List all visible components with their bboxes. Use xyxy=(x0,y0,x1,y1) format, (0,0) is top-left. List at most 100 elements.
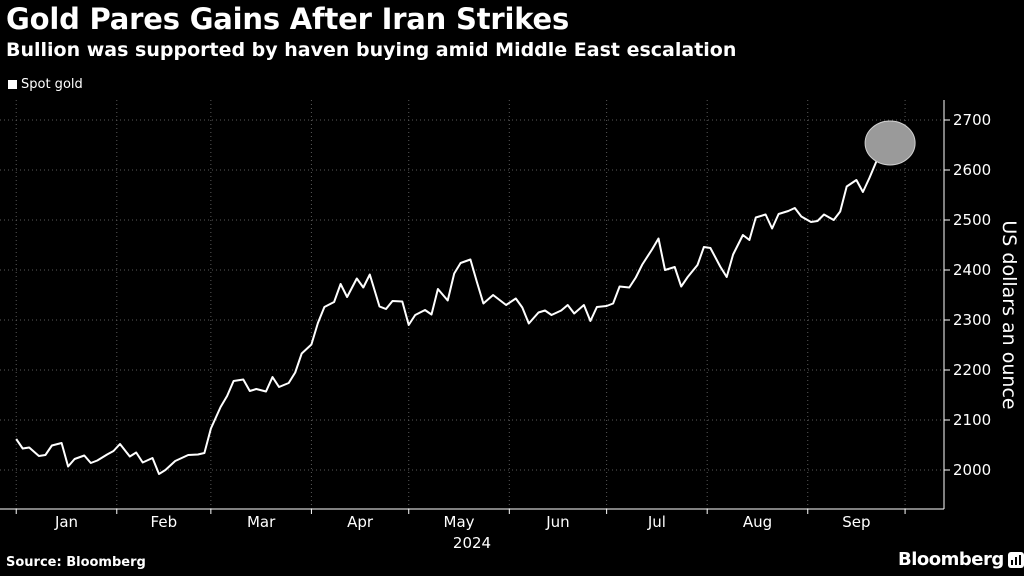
y-axis-label: US dollars an ounce xyxy=(998,220,1020,409)
data-point xyxy=(385,308,387,310)
data-point xyxy=(651,248,653,250)
data-point xyxy=(482,302,484,304)
data-point xyxy=(476,281,478,283)
data-point xyxy=(219,406,221,408)
data-point xyxy=(687,276,689,278)
data-point xyxy=(764,213,766,215)
series-layer xyxy=(15,139,910,475)
data-point xyxy=(566,304,568,306)
y-tick-label: 2400 xyxy=(953,261,991,279)
data-point xyxy=(430,313,432,315)
data-point xyxy=(317,322,319,324)
data-point xyxy=(356,277,358,279)
data-point xyxy=(664,269,666,271)
chart-title: Gold Pares Gains After Iran Strikes xyxy=(6,2,570,36)
data-point xyxy=(605,305,607,307)
data-point xyxy=(725,276,727,278)
data-point xyxy=(180,457,182,459)
data-point xyxy=(401,300,403,302)
data-point xyxy=(787,210,789,212)
data-point xyxy=(15,438,17,440)
data-point xyxy=(550,314,552,316)
x-tick-label: May xyxy=(444,513,475,531)
data-point xyxy=(28,446,30,448)
data-point xyxy=(469,258,471,260)
y-tick-label: 2000 xyxy=(953,461,991,479)
data-point xyxy=(612,302,614,304)
data-point xyxy=(333,301,335,303)
data-point xyxy=(391,300,393,302)
data-point xyxy=(197,453,199,455)
data-point xyxy=(833,219,835,221)
data-point xyxy=(492,294,494,296)
x-tick-label: Aug xyxy=(743,513,772,531)
data-point xyxy=(696,264,698,266)
data-point xyxy=(589,320,591,322)
data-point xyxy=(142,461,144,463)
data-point xyxy=(232,380,234,382)
data-point xyxy=(265,390,267,392)
data-point xyxy=(771,227,773,229)
data-point xyxy=(855,179,857,181)
y-tick-label: 2100 xyxy=(953,411,991,429)
data-point xyxy=(378,305,380,307)
data-point xyxy=(174,460,176,462)
data-point xyxy=(777,213,779,215)
data-point xyxy=(346,296,348,298)
data-point xyxy=(680,285,682,287)
data-point xyxy=(862,191,864,193)
x-tick-label: Apr xyxy=(347,513,374,531)
data-point xyxy=(703,246,705,248)
data-point xyxy=(641,263,643,265)
data-point xyxy=(732,253,734,255)
x-tick-label: Sep xyxy=(842,513,870,531)
data-point xyxy=(446,299,448,301)
data-point xyxy=(845,185,847,187)
bloomberg-logo: Bloomberg xyxy=(898,549,1024,570)
data-point xyxy=(203,452,205,454)
data-point xyxy=(755,216,757,218)
y-tick-label: 2200 xyxy=(953,361,991,379)
x-tick-label: Feb xyxy=(151,513,178,531)
data-point xyxy=(83,454,85,456)
data-point xyxy=(868,177,870,179)
data-point xyxy=(278,386,280,388)
data-point xyxy=(498,299,500,301)
data-point xyxy=(596,306,598,308)
data-point xyxy=(742,234,744,236)
annotations xyxy=(864,120,916,166)
source-note: Source: Bloomberg xyxy=(6,555,146,570)
data-point xyxy=(810,221,812,223)
x-tick-label: Jan xyxy=(54,513,78,531)
data-point xyxy=(22,447,24,449)
data-point xyxy=(119,443,121,445)
data-point xyxy=(210,427,212,429)
data-point xyxy=(249,390,251,392)
data-point xyxy=(294,371,296,373)
data-point xyxy=(674,266,676,268)
data-point xyxy=(164,469,166,471)
highlight-circle xyxy=(864,120,916,166)
data-point xyxy=(90,462,92,464)
data-point xyxy=(129,455,131,457)
x-tick-label: Jun xyxy=(545,513,569,531)
data-point xyxy=(369,273,371,275)
data-point xyxy=(437,288,439,290)
y-tick-label: 2500 xyxy=(953,211,991,229)
data-point xyxy=(112,450,114,452)
legend-label: Spot gold xyxy=(21,77,83,92)
grid-lines xyxy=(0,100,944,509)
data-point xyxy=(362,286,364,288)
data-point xyxy=(573,312,575,314)
data-point xyxy=(560,309,562,311)
legend: Spot gold xyxy=(8,77,83,92)
data-point xyxy=(657,237,659,239)
data-point xyxy=(635,276,637,278)
data-point xyxy=(515,297,517,299)
data-point xyxy=(135,451,137,453)
data-point xyxy=(794,207,796,209)
data-point xyxy=(521,306,523,308)
data-point xyxy=(424,309,426,311)
y-tick-label: 2700 xyxy=(953,111,991,129)
